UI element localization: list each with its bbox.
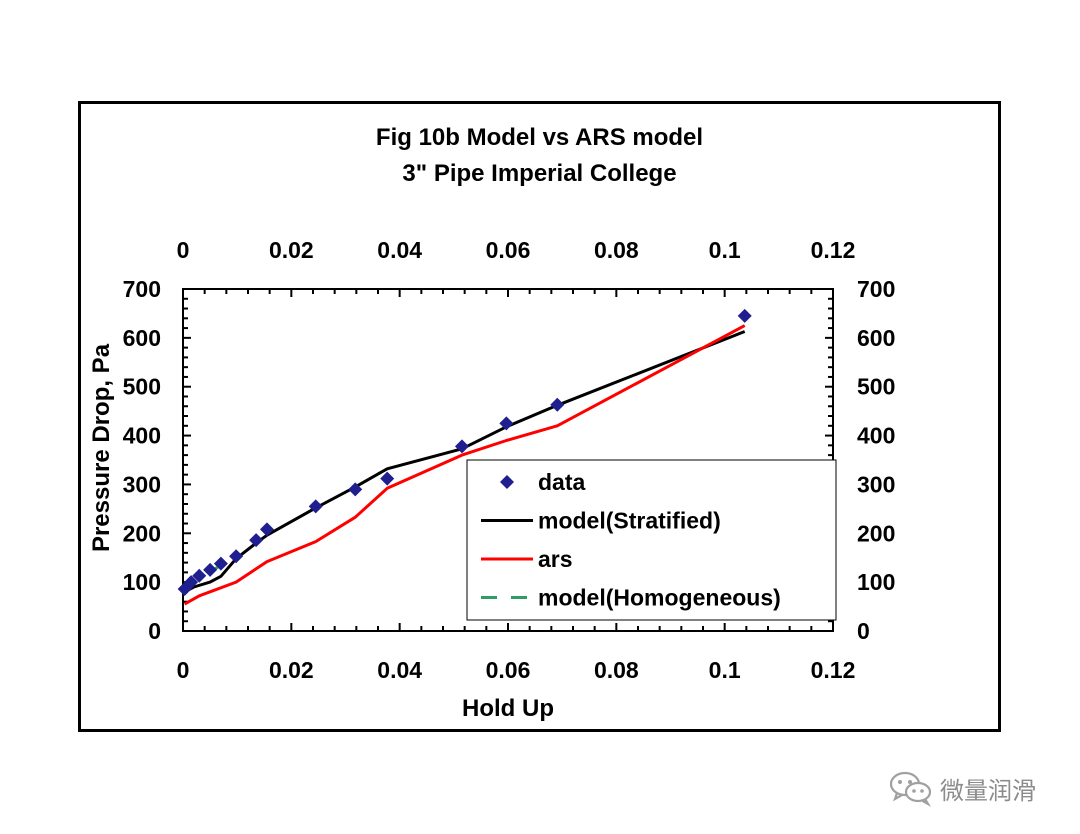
data-point bbox=[348, 482, 363, 497]
x-tick-label-top: 0.08 bbox=[594, 237, 639, 263]
y-tick-label-left: 200 bbox=[123, 520, 161, 546]
chart-title: Fig 10b Model vs ARS model bbox=[375, 124, 704, 151]
watermark-text: 微量润滑 bbox=[940, 777, 1036, 805]
legend-label-model-stratified: model(Stratified) bbox=[538, 508, 721, 534]
data-point bbox=[192, 568, 207, 583]
series-line-model-stratified bbox=[183, 330, 746, 594]
y-tick-label-left: 400 bbox=[123, 423, 161, 449]
data-point bbox=[229, 549, 244, 564]
chart-subtitle: 3" Pipe Imperial College bbox=[402, 160, 677, 187]
legend-label-model-homogeneous: model(Homogeneous) bbox=[538, 585, 781, 611]
data-point bbox=[259, 522, 274, 537]
watermark: 微量润滑 bbox=[888, 768, 1036, 808]
y-tick-label-left: 700 bbox=[123, 276, 161, 302]
data-point bbox=[184, 575, 199, 590]
x-tick-label-top: 0.12 bbox=[811, 237, 856, 263]
data-point bbox=[737, 308, 752, 323]
legend-box bbox=[466, 459, 837, 621]
y-tick-label-right: 100 bbox=[857, 569, 895, 595]
wechat-icon bbox=[889, 771, 932, 808]
y-tick-label-left: 500 bbox=[123, 374, 161, 400]
x-tick-label-bottom: 0 bbox=[177, 657, 190, 683]
legend-marker-data bbox=[500, 475, 514, 489]
y-tick-label-right: 200 bbox=[857, 520, 895, 546]
data-point bbox=[454, 439, 469, 454]
chart-frame: Fig 10b Model vs ARS model 3" Pipe Imper… bbox=[78, 101, 1001, 732]
x-tick-label-bottom: 0.04 bbox=[377, 657, 422, 683]
x-tick-label-bottom: 0.08 bbox=[594, 657, 639, 683]
data-point bbox=[213, 556, 228, 571]
y-tick-label-left: 0 bbox=[148, 618, 161, 644]
y-tick-label-right: 500 bbox=[857, 374, 895, 400]
chart-plot: 000.020.020.040.040.060.060.080.080.10.1… bbox=[88, 237, 895, 722]
y-axis-title: Pressure Drop, Pa bbox=[88, 343, 115, 552]
x-tick-label-top: 0.02 bbox=[269, 237, 314, 263]
y-tick-label-right: 300 bbox=[857, 471, 895, 497]
x-tick-label-bottom: 0.12 bbox=[811, 657, 856, 683]
y-tick-label-left: 600 bbox=[123, 325, 161, 351]
data-point bbox=[249, 533, 264, 548]
legend-label-data: data bbox=[538, 469, 586, 495]
x-tick-label-top: 0.1 bbox=[709, 237, 741, 263]
legend-label-ars: ars bbox=[538, 546, 573, 572]
y-tick-label-right: 400 bbox=[857, 423, 895, 449]
data-point bbox=[499, 416, 514, 431]
data-point bbox=[203, 562, 218, 577]
x-axis-title: Hold Up bbox=[462, 695, 554, 722]
data-point bbox=[380, 471, 395, 486]
y-tick-label-right: 700 bbox=[857, 276, 895, 302]
x-tick-label-top: 0 bbox=[177, 237, 190, 263]
data-point bbox=[308, 499, 323, 514]
y-tick-label-right: 600 bbox=[857, 325, 895, 351]
x-tick-label-top: 0.04 bbox=[377, 237, 422, 263]
x-tick-label-bottom: 0.02 bbox=[269, 657, 314, 683]
data-point bbox=[550, 397, 565, 412]
y-tick-label-right: 0 bbox=[857, 618, 870, 644]
x-tick-label-bottom: 0.1 bbox=[709, 657, 741, 683]
x-tick-label-bottom: 0.06 bbox=[486, 657, 531, 683]
y-tick-label-left: 100 bbox=[123, 569, 161, 595]
y-tick-label-left: 300 bbox=[123, 471, 161, 497]
series-line-ars bbox=[183, 324, 746, 606]
x-tick-label-top: 0.06 bbox=[486, 237, 531, 263]
